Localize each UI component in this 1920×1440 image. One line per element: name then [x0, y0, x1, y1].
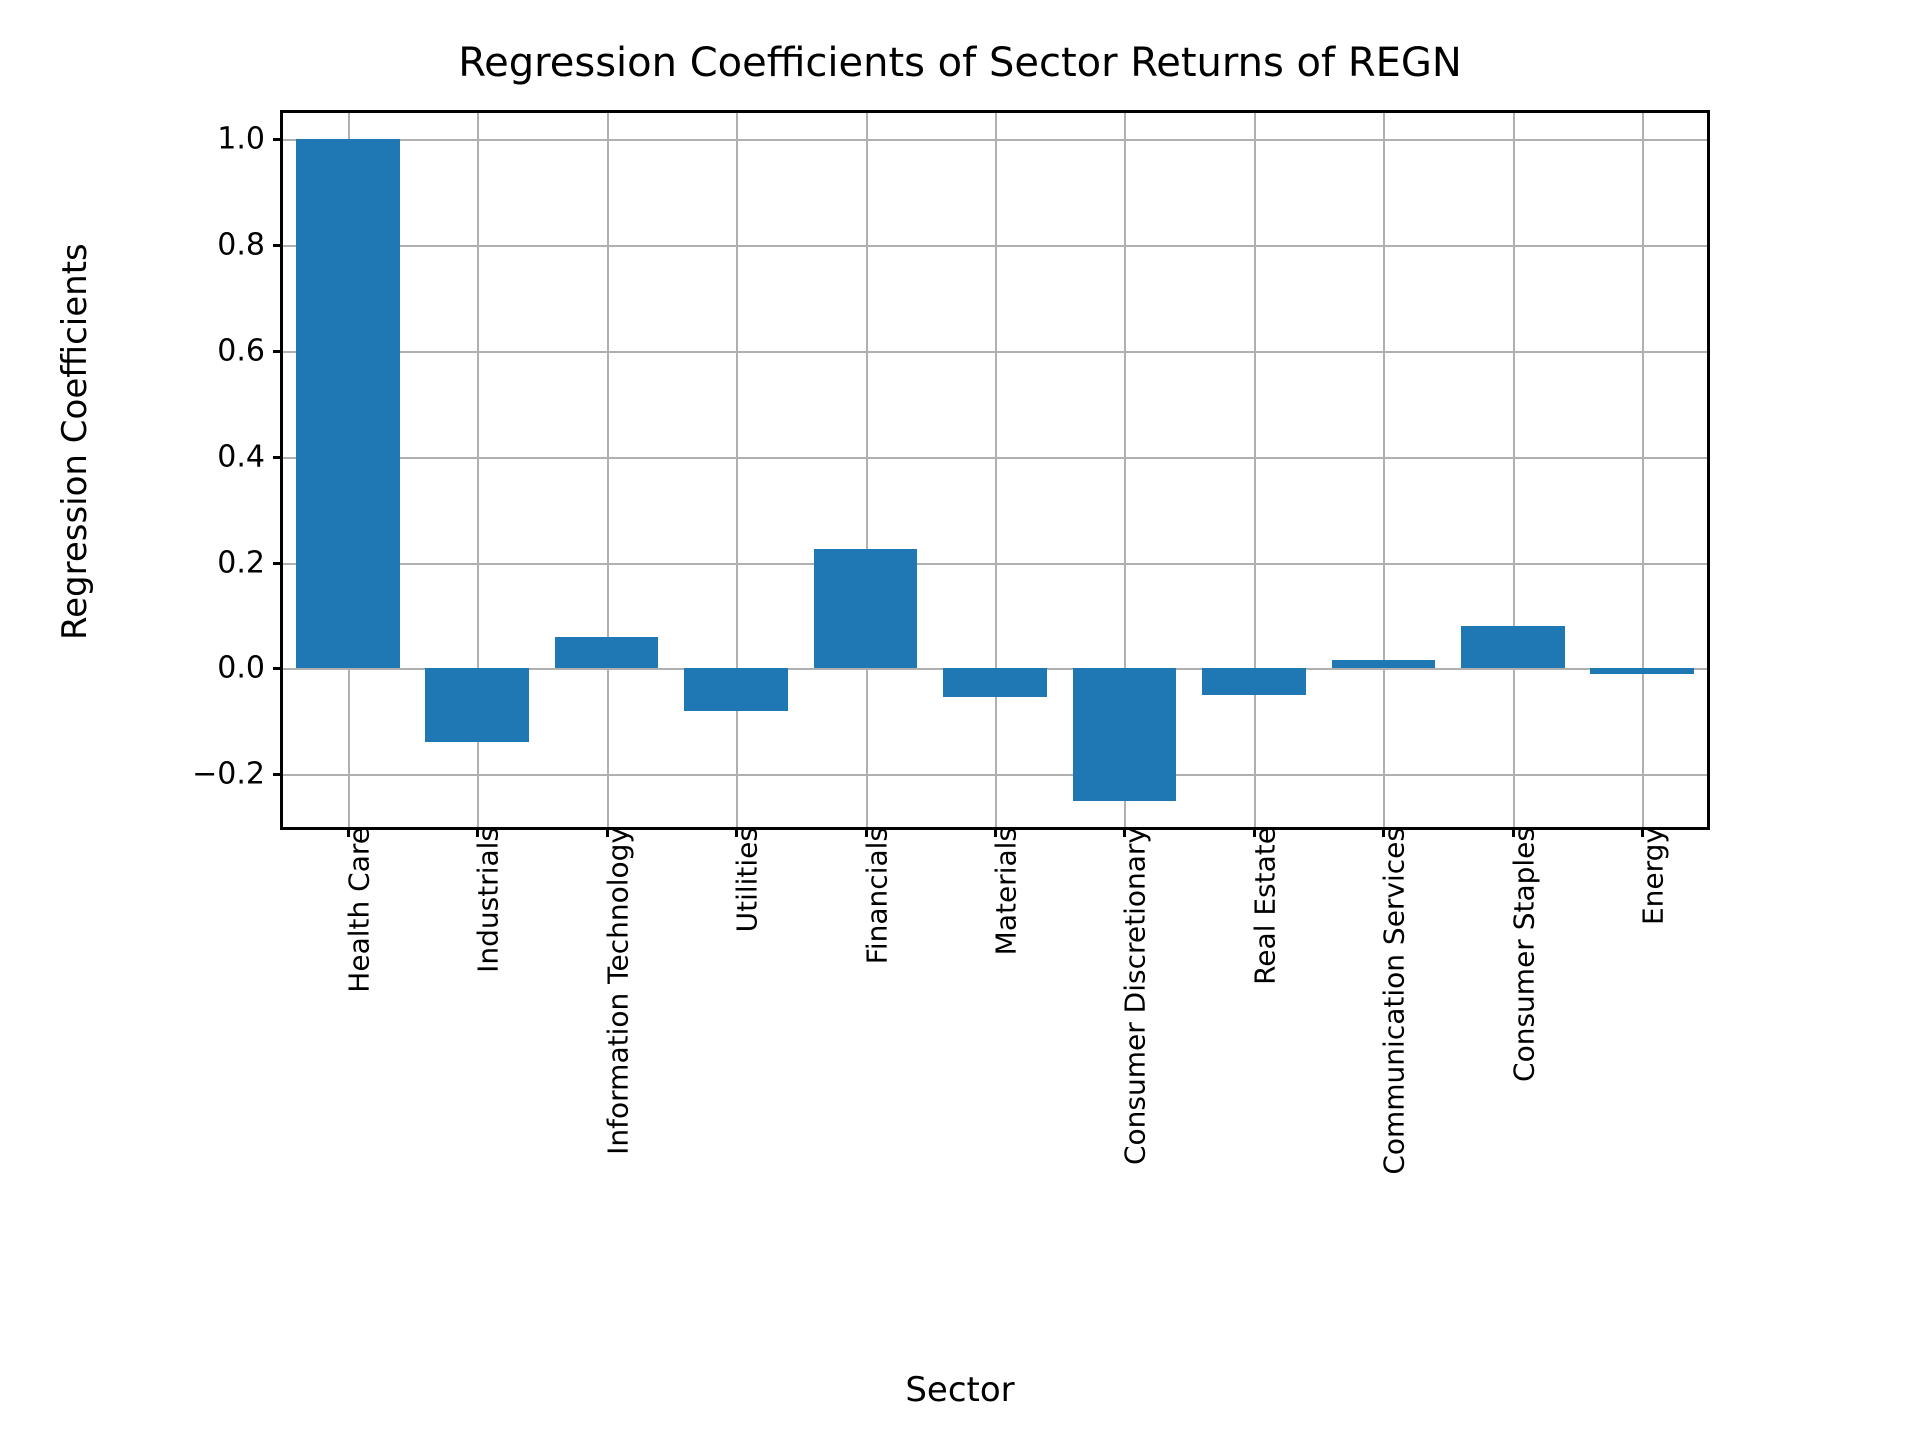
bar: [1202, 668, 1306, 694]
xtick-label: Information Technology: [579, 827, 634, 1155]
plot-area: −0.20.00.20.40.60.81.0Health CareIndustr…: [280, 110, 1710, 830]
xtick-label: Communication Services: [1356, 827, 1411, 1175]
bar: [684, 668, 788, 710]
gridline-v: [736, 113, 738, 827]
gridline-v: [607, 113, 609, 827]
ytick-label: 0.6: [217, 334, 283, 369]
x-axis-label: Sector: [160, 1370, 1760, 1410]
ytick-label: 0.0: [217, 651, 283, 686]
xtick-label: Utilities: [709, 827, 764, 932]
gridline-v: [1254, 113, 1256, 827]
chart-title: Regression Coefficients of Sector Return…: [160, 40, 1760, 86]
chart-container: Regression Coefficients of Sector Return…: [160, 40, 1760, 1400]
xtick-label: Financials: [838, 827, 893, 964]
bar: [1332, 660, 1436, 668]
gridline-v: [1513, 113, 1515, 827]
bar: [943, 668, 1047, 697]
xtick-label: Consumer Discretionary: [1097, 827, 1152, 1165]
y-axis-label: Regression Coefficients: [55, 243, 95, 640]
bar: [425, 668, 529, 742]
bar: [555, 637, 659, 669]
gridline-v: [1642, 113, 1644, 827]
ytick-label: −0.2: [192, 757, 283, 792]
xtick-label: Real Estate: [1226, 827, 1281, 985]
xtick-label: Industrials: [450, 827, 505, 973]
xtick-label: Materials: [968, 827, 1023, 955]
ytick-label: 0.8: [217, 228, 283, 263]
bar: [1461, 626, 1565, 668]
ytick-label: 1.0: [217, 122, 283, 157]
xtick-label: Consumer Staples: [1485, 827, 1540, 1082]
gridline-v: [866, 113, 868, 827]
xtick-label: Energy: [1615, 827, 1670, 925]
bar: [1073, 668, 1177, 800]
gridline-v: [1383, 113, 1385, 827]
bar: [296, 139, 400, 668]
ytick-label: 0.4: [217, 439, 283, 474]
ytick-label: 0.2: [217, 545, 283, 580]
bar: [814, 549, 918, 668]
bar: [1590, 668, 1694, 673]
xtick-label: Health Care: [320, 827, 375, 993]
gridline-v: [995, 113, 997, 827]
